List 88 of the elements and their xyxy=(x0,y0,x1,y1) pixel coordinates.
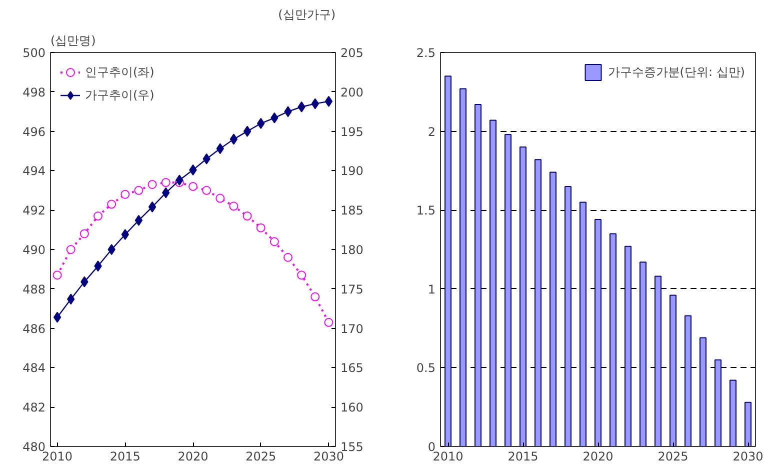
bar xyxy=(610,233,616,446)
bar xyxy=(580,202,586,446)
point xyxy=(216,194,225,203)
point xyxy=(108,244,116,255)
bar xyxy=(670,294,676,446)
legend-label: 가구수증가분(단위: 십만) xyxy=(608,64,745,80)
x-tick-label: 2025 xyxy=(246,450,276,464)
point xyxy=(243,126,252,137)
y2-tick-label: 175 xyxy=(340,282,364,296)
x-tick-label: 2020 xyxy=(178,450,208,464)
point xyxy=(310,292,320,302)
point xyxy=(148,201,156,212)
point xyxy=(94,212,102,220)
point xyxy=(52,270,62,280)
y-tick-label: 482 xyxy=(22,400,46,415)
y2-tick-label: 195 xyxy=(340,124,364,139)
point xyxy=(134,186,144,195)
y-tick-label: 492 xyxy=(22,204,46,218)
bar xyxy=(520,146,526,446)
y-tick-label: 500 xyxy=(22,46,46,60)
y2-tick-label: 205 xyxy=(340,46,364,60)
bar xyxy=(550,172,556,446)
y2-tick-label: 185 xyxy=(340,204,364,218)
legend-label: 가구추이(우) xyxy=(85,86,154,104)
y2-tick-label: 170 xyxy=(340,322,364,336)
y-tick-label: 494 xyxy=(22,164,46,178)
bar xyxy=(444,76,452,446)
y-tick-label: 1 xyxy=(428,282,436,296)
y-tick-label: 0.5 xyxy=(416,361,436,376)
bar xyxy=(684,315,692,446)
legend-label: 인구추이(좌) xyxy=(85,64,154,80)
point xyxy=(161,178,170,188)
point xyxy=(66,245,76,254)
x-tick-label: 2015 xyxy=(508,450,538,464)
bar xyxy=(534,159,542,446)
point xyxy=(134,214,143,226)
y2-tick-label: 190 xyxy=(340,164,364,178)
point xyxy=(324,318,334,327)
y-tick-label: 496 xyxy=(22,124,46,139)
x-tick-label: 2020 xyxy=(582,450,614,464)
bar xyxy=(474,104,482,446)
bar xyxy=(564,186,572,446)
x-tick-label: 2030 xyxy=(313,450,344,464)
x-tick-label: 2015 xyxy=(110,450,140,464)
point xyxy=(107,200,116,209)
bar xyxy=(504,134,512,446)
point xyxy=(324,96,333,107)
x-tick-label: 2010 xyxy=(432,450,464,464)
bar xyxy=(640,262,646,446)
point xyxy=(148,180,157,189)
y-tick-label: 486 xyxy=(22,322,46,336)
y-tick-label: 2.5 xyxy=(416,46,436,60)
x-tick-label: 2010 xyxy=(42,450,73,464)
y-tick-label: 484 xyxy=(22,361,46,376)
point xyxy=(297,270,306,280)
bar xyxy=(744,402,752,446)
bar xyxy=(654,276,662,446)
y2-tick-label: 160 xyxy=(340,400,364,415)
bar xyxy=(490,120,496,446)
bar xyxy=(460,88,466,446)
y-tick-label: 488 xyxy=(22,282,46,296)
y-tick-label: 2 xyxy=(428,124,436,139)
point xyxy=(53,312,62,323)
bar xyxy=(700,337,706,446)
bar xyxy=(594,219,602,446)
x-tick-label: 2030 xyxy=(732,450,764,464)
y-tick-label: 1.5 xyxy=(416,204,436,218)
point xyxy=(188,182,198,191)
bar xyxy=(730,380,736,446)
point xyxy=(229,202,238,211)
y2-axis-title: (십만가구) xyxy=(278,8,336,22)
point xyxy=(256,223,266,232)
bar xyxy=(624,246,632,446)
y2-tick-label: 165 xyxy=(340,361,364,376)
x-tick-label: 2025 xyxy=(658,450,688,464)
point xyxy=(284,252,292,262)
point xyxy=(120,190,130,199)
point xyxy=(202,186,212,195)
y-tick-label: 490 xyxy=(22,243,46,257)
point xyxy=(80,229,89,238)
point xyxy=(230,134,238,145)
bar xyxy=(714,359,722,446)
point xyxy=(270,237,279,246)
y2-tick-label: 180 xyxy=(340,243,364,257)
y2-tick-label: 200 xyxy=(340,85,364,100)
y-tick-label: 498 xyxy=(22,85,46,100)
y-axis-title: (십만명) xyxy=(50,34,96,48)
point xyxy=(242,212,252,220)
